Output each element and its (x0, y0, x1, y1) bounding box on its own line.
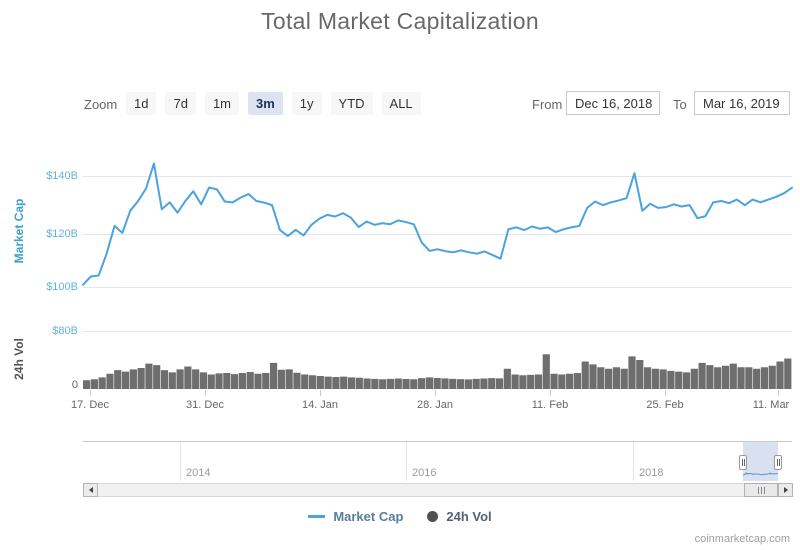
x-tick (550, 390, 551, 396)
zoom-button-3m[interactable]: 3m (248, 92, 283, 115)
circle-swatch-icon (427, 511, 439, 522)
chart-credit[interactable]: coinmarketcap.com (694, 533, 790, 545)
market-cap-axis-title: Market Cap (12, 198, 26, 264)
zoom-button-1y[interactable]: 1y (291, 92, 322, 115)
legend-item-24h-vol[interactable]: 24h Vol (427, 509, 492, 524)
legend-item-market-cap[interactable]: Market Cap (308, 509, 403, 524)
navigator-gridline (180, 442, 181, 481)
y-gridline (83, 331, 792, 332)
x-tick (665, 390, 666, 396)
to-date-input[interactable] (694, 91, 790, 115)
legend-label: 24h Vol (446, 509, 492, 524)
x-tick (435, 390, 436, 396)
scrollbar-right-button[interactable] (778, 483, 793, 497)
x-tick (320, 390, 321, 396)
zoom-button-7d[interactable]: 7d (165, 92, 196, 115)
navigator-selected-range[interactable] (743, 442, 778, 481)
x-tick (90, 390, 91, 396)
plot-area[interactable] (83, 150, 792, 390)
zoom-label: Zoom (84, 97, 118, 112)
from-date-input[interactable] (566, 91, 660, 115)
navigator-year-label: 2016 (412, 467, 437, 479)
x-tick (205, 390, 206, 396)
y-gridline (83, 287, 792, 288)
ytick-120b: $120B (46, 228, 78, 240)
x-label: 11. Mar (752, 399, 790, 411)
x-label: 14. Jan (301, 399, 339, 411)
ytick-100b: $100B (46, 281, 78, 293)
zoom-button-1d[interactable]: 1d (126, 92, 157, 115)
legend-label: Market Cap (333, 509, 404, 524)
zoom-button-ytd[interactable]: YTD (330, 92, 373, 115)
ytick-80b: $80B (52, 325, 78, 337)
zoom-button-1m[interactable]: 1m (204, 92, 239, 115)
ytick-140b: $140B (46, 170, 78, 182)
to-label: To (673, 97, 687, 112)
navigator-outline (83, 441, 792, 442)
x-label: 17. Dec (71, 399, 109, 411)
scrollbar-track[interactable] (83, 483, 792, 497)
x-tick (778, 390, 779, 396)
x-label: 31. Dec (186, 399, 224, 411)
navigator-year-label: 2018 (639, 467, 664, 479)
navigator-gridline (406, 442, 407, 481)
chart-title: Total Market Capitalization (261, 8, 539, 34)
ytick-0: 0 (71, 379, 78, 391)
scrollbar-thumb[interactable] (744, 483, 778, 497)
zoom-button-group: 1d 7d 1m 3m 1y YTD ALL (126, 92, 421, 115)
navigator-left-handle[interactable] (739, 455, 747, 470)
x-label: 11. Feb (531, 399, 569, 411)
from-label: From (532, 97, 563, 112)
navigator-right-handle[interactable] (774, 455, 782, 470)
line-swatch-icon (308, 515, 326, 518)
right-arrow-icon (783, 487, 791, 493)
vol-axis-title: 24h Vol (12, 338, 26, 380)
legend: Market Cap 24h Vol (0, 509, 800, 524)
navigator-gridline (633, 442, 634, 481)
x-label: 28. Jan (416, 399, 454, 411)
left-arrow-icon (86, 487, 93, 493)
navigator-year-label: 2014 (186, 467, 211, 479)
scrollbar-left-button[interactable] (83, 483, 98, 497)
zoom-button-all[interactable]: ALL (381, 92, 421, 115)
x-label: 25. Feb (646, 399, 684, 411)
